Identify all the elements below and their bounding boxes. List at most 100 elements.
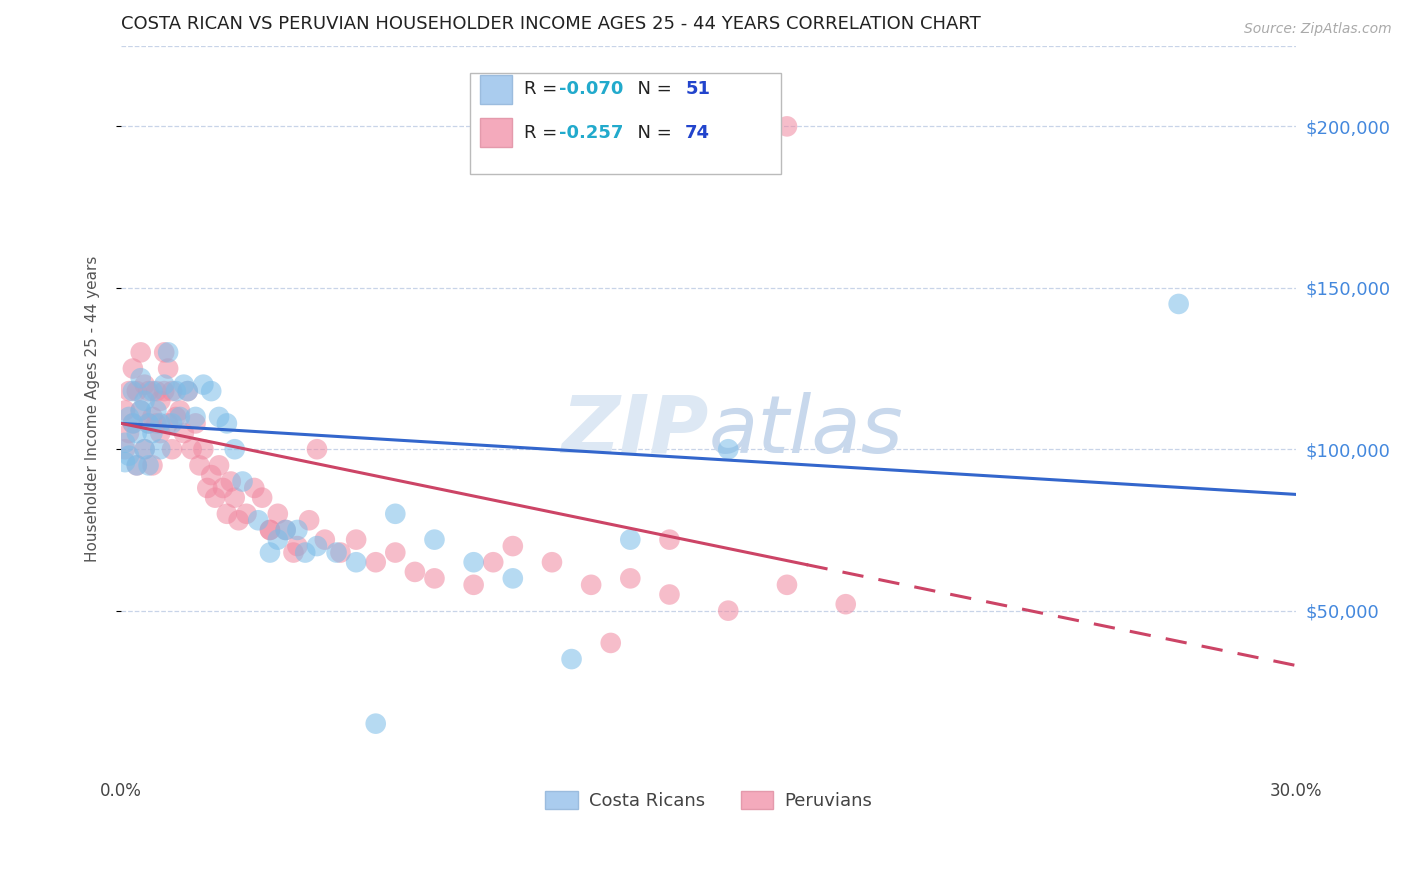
Point [177, 384, 200, 398]
Point [502, 571, 524, 585]
Point [541, 555, 564, 569]
Point [149, 417, 172, 431]
Point [314, 533, 336, 547]
Point [122, 361, 145, 376]
Point [184, 409, 207, 424]
Point [267, 533, 290, 547]
Legend: Costa Ricans, Peruvians: Costa Ricans, Peruvians [538, 784, 879, 818]
Text: COSTA RICAN VS PERUVIAN HOUSEHOLDER INCOME AGES 25 - 44 YEARS CORRELATION CHART: COSTA RICAN VS PERUVIAN HOUSEHOLDER INCO… [121, 15, 981, 33]
Point [404, 565, 426, 579]
Point [138, 384, 160, 398]
Point [835, 597, 858, 611]
Point [157, 345, 180, 359]
Point [215, 417, 238, 431]
Point [599, 636, 621, 650]
Point [193, 442, 215, 457]
Text: N =: N = [627, 80, 678, 98]
Point [129, 345, 152, 359]
Point [212, 481, 235, 495]
Text: atlas: atlas [709, 392, 904, 470]
Point [165, 384, 187, 398]
Point [122, 417, 145, 431]
Point [114, 403, 136, 417]
FancyBboxPatch shape [470, 72, 782, 174]
Point [134, 377, 156, 392]
Point [173, 426, 195, 441]
Point [294, 545, 316, 559]
Point [157, 361, 180, 376]
Point [141, 458, 163, 473]
Point [134, 393, 156, 408]
Point [125, 384, 148, 398]
Point [153, 345, 176, 359]
Point [658, 587, 681, 601]
Point [283, 545, 305, 559]
Point [118, 409, 141, 424]
Point [122, 384, 145, 398]
Point [329, 545, 352, 559]
Text: -0.070: -0.070 [560, 80, 624, 98]
Point [344, 555, 367, 569]
Point [149, 393, 172, 408]
Point [619, 533, 641, 547]
Point [141, 409, 163, 424]
Point [502, 539, 524, 553]
Point [228, 513, 250, 527]
Point [204, 491, 226, 505]
Point [193, 377, 215, 392]
Point [344, 533, 367, 547]
Point [114, 442, 136, 457]
Point [129, 371, 152, 385]
Text: N =: N = [627, 124, 678, 142]
Point [188, 458, 211, 473]
FancyBboxPatch shape [479, 75, 512, 103]
Point [259, 523, 281, 537]
Point [219, 475, 242, 489]
Point [122, 417, 145, 431]
Point [250, 491, 273, 505]
Point [169, 403, 191, 417]
Point [138, 417, 160, 431]
Point [243, 481, 266, 495]
Point [208, 458, 231, 473]
Point [138, 417, 160, 431]
Point [259, 545, 281, 559]
Point [160, 384, 183, 398]
Point [224, 491, 246, 505]
Point [287, 539, 309, 553]
Point [717, 604, 740, 618]
Text: -0.257: -0.257 [560, 124, 624, 142]
Text: 74: 74 [685, 124, 710, 142]
Point [145, 384, 167, 398]
Point [180, 442, 202, 457]
Point [776, 120, 799, 134]
Point [364, 555, 387, 569]
Point [274, 523, 297, 537]
Point [384, 507, 406, 521]
Point [235, 507, 257, 521]
Y-axis label: Householder Income Ages 25 - 44 years: Householder Income Ages 25 - 44 years [86, 256, 100, 562]
Point [463, 555, 485, 569]
Point [173, 377, 195, 392]
Point [118, 449, 141, 463]
Point [138, 458, 160, 473]
Point [145, 403, 167, 417]
Text: R =: R = [524, 124, 564, 142]
Point [305, 442, 328, 457]
Point [247, 513, 270, 527]
Point [177, 384, 200, 398]
Point [224, 442, 246, 457]
Point [717, 442, 740, 457]
Point [364, 716, 387, 731]
Point [153, 384, 176, 398]
Point [482, 555, 505, 569]
Point [561, 652, 583, 666]
Point [259, 523, 281, 537]
Point [145, 417, 167, 431]
Point [149, 426, 172, 441]
Point [114, 455, 136, 469]
Point [134, 442, 156, 457]
Text: R =: R = [524, 80, 564, 98]
Point [1167, 297, 1189, 311]
Point [619, 571, 641, 585]
